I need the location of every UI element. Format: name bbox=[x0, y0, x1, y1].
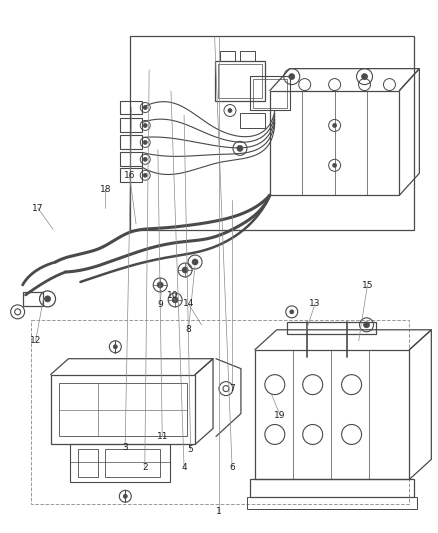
Bar bbox=[23, 292, 42, 306]
Text: 8: 8 bbox=[186, 325, 191, 334]
Text: 12: 12 bbox=[30, 336, 41, 345]
Bar bbox=[120, 152, 142, 166]
Text: 3: 3 bbox=[122, 442, 128, 451]
Bar bbox=[106, 449, 160, 478]
Text: 1: 1 bbox=[216, 507, 222, 516]
Bar bbox=[220, 51, 235, 61]
Text: 11: 11 bbox=[156, 432, 168, 441]
Circle shape bbox=[143, 140, 147, 144]
Bar bbox=[120, 168, 142, 182]
Text: 19: 19 bbox=[274, 411, 286, 420]
Bar bbox=[120, 118, 142, 132]
Circle shape bbox=[45, 296, 50, 302]
Bar bbox=[71, 445, 170, 482]
Bar bbox=[250, 76, 290, 110]
Text: 17: 17 bbox=[32, 204, 43, 213]
Text: 16: 16 bbox=[124, 171, 135, 180]
Circle shape bbox=[228, 109, 232, 112]
Text: 5: 5 bbox=[188, 445, 194, 454]
Bar bbox=[255, 350, 410, 479]
Circle shape bbox=[157, 282, 163, 288]
Bar bbox=[120, 135, 142, 149]
Circle shape bbox=[143, 124, 147, 127]
Text: 13: 13 bbox=[309, 299, 321, 308]
Bar bbox=[78, 449, 99, 478]
Bar bbox=[270, 91, 399, 195]
Bar bbox=[240, 51, 255, 61]
Text: 15: 15 bbox=[362, 280, 373, 289]
Circle shape bbox=[182, 267, 188, 273]
Text: 18: 18 bbox=[100, 185, 111, 194]
Bar bbox=[240, 114, 265, 128]
Circle shape bbox=[143, 106, 147, 109]
Circle shape bbox=[364, 322, 370, 328]
Bar bbox=[218, 63, 262, 98]
Bar bbox=[253, 78, 287, 108]
Bar bbox=[130, 36, 414, 230]
Bar bbox=[59, 383, 187, 437]
Bar bbox=[287, 322, 377, 334]
Bar bbox=[247, 497, 417, 509]
Circle shape bbox=[361, 74, 367, 79]
Bar bbox=[120, 101, 142, 115]
Text: 7: 7 bbox=[229, 384, 235, 393]
Circle shape bbox=[192, 259, 198, 265]
Text: 2: 2 bbox=[142, 463, 148, 472]
Circle shape bbox=[290, 310, 294, 314]
Circle shape bbox=[289, 74, 295, 79]
Circle shape bbox=[143, 173, 147, 177]
Text: 9: 9 bbox=[157, 300, 163, 309]
Circle shape bbox=[143, 157, 147, 161]
Circle shape bbox=[332, 124, 337, 127]
Circle shape bbox=[332, 163, 337, 167]
Circle shape bbox=[113, 345, 117, 349]
Text: 14: 14 bbox=[183, 299, 194, 308]
Circle shape bbox=[172, 297, 178, 303]
Circle shape bbox=[124, 494, 127, 498]
Circle shape bbox=[237, 146, 243, 151]
Bar bbox=[215, 61, 265, 101]
Bar bbox=[50, 375, 195, 445]
Bar bbox=[31, 320, 410, 504]
Text: 10: 10 bbox=[167, 291, 179, 300]
Bar bbox=[250, 479, 414, 497]
Text: 6: 6 bbox=[229, 463, 235, 472]
Text: 4: 4 bbox=[181, 463, 187, 472]
